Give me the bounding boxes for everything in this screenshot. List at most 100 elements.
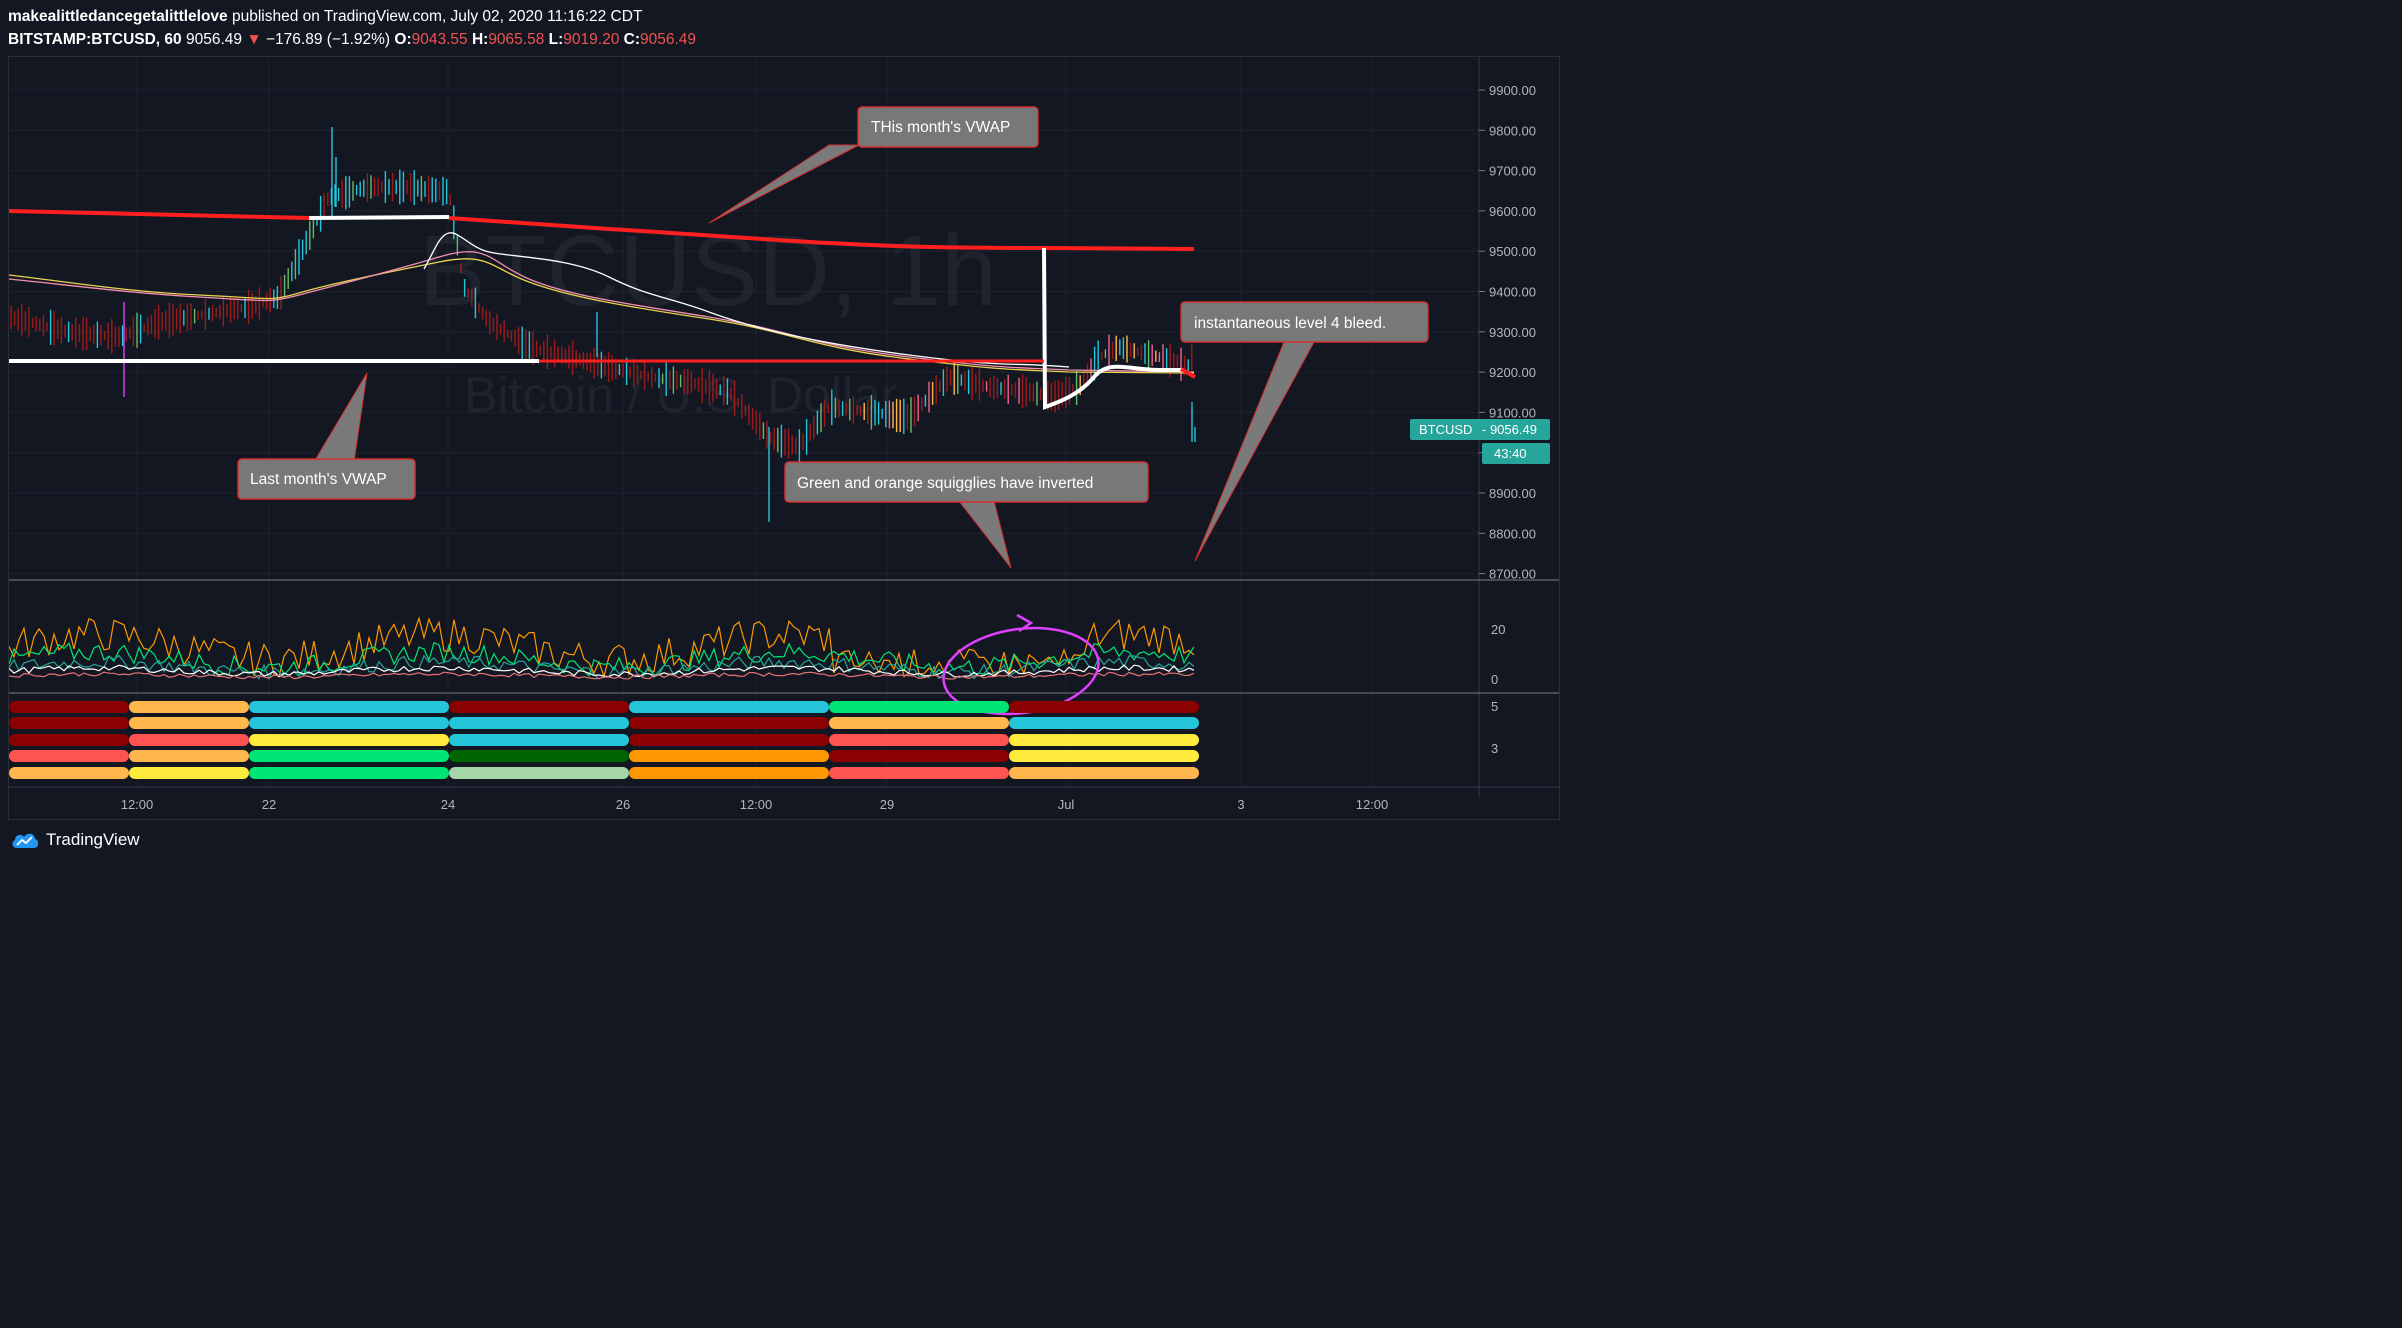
band-segment: [1009, 750, 1199, 762]
band-segment: [9, 750, 129, 762]
band-segment: [449, 767, 629, 779]
band-segment: [129, 750, 249, 762]
author-name[interactable]: makealittledancegetalittlelove: [8, 8, 228, 25]
osc-orange-line: [9, 616, 1195, 679]
vwap-red-tail: [1180, 367, 1196, 379]
price-tick-label: 9800.00: [1489, 123, 1536, 138]
time-tick-label: 22: [262, 797, 276, 812]
time-tick-label: 12:00: [1356, 797, 1389, 812]
low-value: 9019.20: [563, 31, 620, 48]
open-value: 9043.55: [411, 31, 468, 48]
band-segment: [1009, 701, 1199, 713]
callout-this-month-text: THis month's VWAP: [871, 119, 1010, 136]
time-tick-label: 3: [1237, 797, 1244, 812]
time-tick-label: 12:00: [121, 797, 154, 812]
price-axis: 9900.00 9800.00 9700.00 9600.00 9500.00 9400.…: [1479, 83, 1536, 582]
band-segment: [829, 701, 1009, 713]
footer-brand[interactable]: TradingView: [10, 830, 140, 850]
price-change: −176.89 (−1.92%): [265, 31, 391, 48]
band-segment: [629, 750, 829, 762]
band-segment: [129, 717, 249, 729]
time-tick-label: 26: [616, 797, 630, 812]
close-label: C:: [623, 31, 640, 48]
high-value: 9065.58: [488, 31, 545, 48]
price-tick-label: 9900.00: [1489, 83, 1536, 98]
band-segment: [829, 734, 1009, 746]
high-label: H:: [471, 31, 489, 48]
band-segment: [129, 701, 249, 713]
band-segment: [1009, 717, 1199, 729]
callout-squiggles[interactable]: Green and orange squigglies have inverte…: [784, 461, 1149, 569]
bands-pane: [9, 701, 1199, 779]
chart-canvas[interactable]: BTCUSD, 1h Bitcoin / U.S. Dollar 9900.00…: [9, 57, 1559, 819]
band-segment: [629, 701, 829, 713]
band-segment: [9, 767, 129, 779]
publish-line: makealittledancegetalittlelove published…: [8, 5, 696, 28]
price-tick-label: 9400.00: [1489, 285, 1536, 300]
callout-squiggles-text: Green and orange squigglies have inverte…: [797, 475, 1093, 492]
price-badge: BTCUSD - 9056.49 43:40: [1410, 419, 1550, 464]
price-tick-label: 9600.00: [1489, 204, 1536, 219]
time-tick-label: 12:00: [740, 797, 773, 812]
callout-last-month[interactable]: Last month's VWAP: [237, 372, 416, 500]
band-segment: [629, 734, 829, 746]
band-segment: [249, 701, 449, 713]
band-segment: [449, 750, 629, 762]
badge-symbol: BTCUSD: [1419, 422, 1472, 437]
price-bars: [10, 127, 1196, 522]
band-segment: [249, 767, 449, 779]
osc-green-line: [9, 641, 1195, 678]
last-price: 9056.49: [185, 31, 243, 48]
time-tick-label: 24: [441, 797, 455, 812]
bands-tick-5: 5: [1491, 699, 1498, 714]
band-segment: [1009, 767, 1199, 779]
callout-bleed[interactable]: instantaneous level 4 bleed.: [1180, 301, 1429, 562]
bands-tick-3: 3: [1491, 741, 1498, 756]
band-segment: [629, 717, 829, 729]
price-tick-label: 9200.00: [1489, 365, 1536, 380]
callout-bleed-text: instantaneous level 4 bleed.: [1194, 315, 1386, 332]
tradingview-brand-label: TradingView: [46, 830, 140, 849]
open-label: O:: [394, 31, 412, 48]
vwap-white-segment-1: [308, 215, 450, 220]
chart-area[interactable]: BTCUSD, 1h Bitcoin / U.S. Dollar 9900.00…: [8, 56, 1560, 820]
price-tick-label: 9700.00: [1489, 164, 1536, 179]
band-segment: [829, 717, 1009, 729]
publish-info: published on TradingView.com, July 02, 2…: [231, 8, 643, 25]
vwap-white-segment-2: [1042, 247, 1184, 410]
band-segment: [249, 734, 449, 746]
badge-value: - 9056.49: [1482, 422, 1537, 437]
osc-tick-0: 0: [1491, 672, 1498, 687]
tradingview-cloud-icon: [12, 833, 39, 848]
band-segment: [829, 767, 1009, 779]
chart-header: makealittledancegetalittlelove published…: [8, 5, 696, 51]
symbol-label[interactable]: BITSTAMP:BTCUSD, 60: [8, 31, 182, 48]
price-tick-label: 9300.00: [1489, 325, 1536, 340]
callout-this-month[interactable]: THis month's VWAP: [708, 106, 1039, 224]
band-segment: [249, 750, 449, 762]
price-tick-label: 8900.00: [1489, 486, 1536, 501]
band-segment: [9, 717, 129, 729]
callout-last-month-text: Last month's VWAP: [250, 471, 387, 488]
low-label: L:: [548, 31, 564, 48]
band-segment: [249, 717, 449, 729]
price-tick-label: 9500.00: [1489, 244, 1536, 259]
ma-white-line: [423, 232, 1070, 368]
ma-yellow-line: [9, 258, 1195, 374]
band-segment: [449, 717, 629, 729]
band-segment: [449, 701, 629, 713]
time-axis: 12:00 22 24 26 12:00 29 Jul 3 12:00: [121, 797, 1389, 812]
band-segment: [129, 734, 249, 746]
osc-tick-20: 20: [1491, 622, 1505, 637]
band-segment: [9, 701, 129, 713]
band-segment: [1009, 734, 1199, 746]
band-segment: [629, 767, 829, 779]
band-segment: [829, 750, 1009, 762]
down-arrow-icon: ▼: [246, 31, 262, 48]
price-tick-label: 8700.00: [1489, 567, 1536, 582]
time-tick-label: Jul: [1058, 797, 1075, 812]
close-value: 9056.49: [640, 31, 697, 48]
price-tick-label: 9100.00: [1489, 405, 1536, 420]
osc-white-line: [9, 664, 1195, 678]
band-segment: [129, 767, 249, 779]
